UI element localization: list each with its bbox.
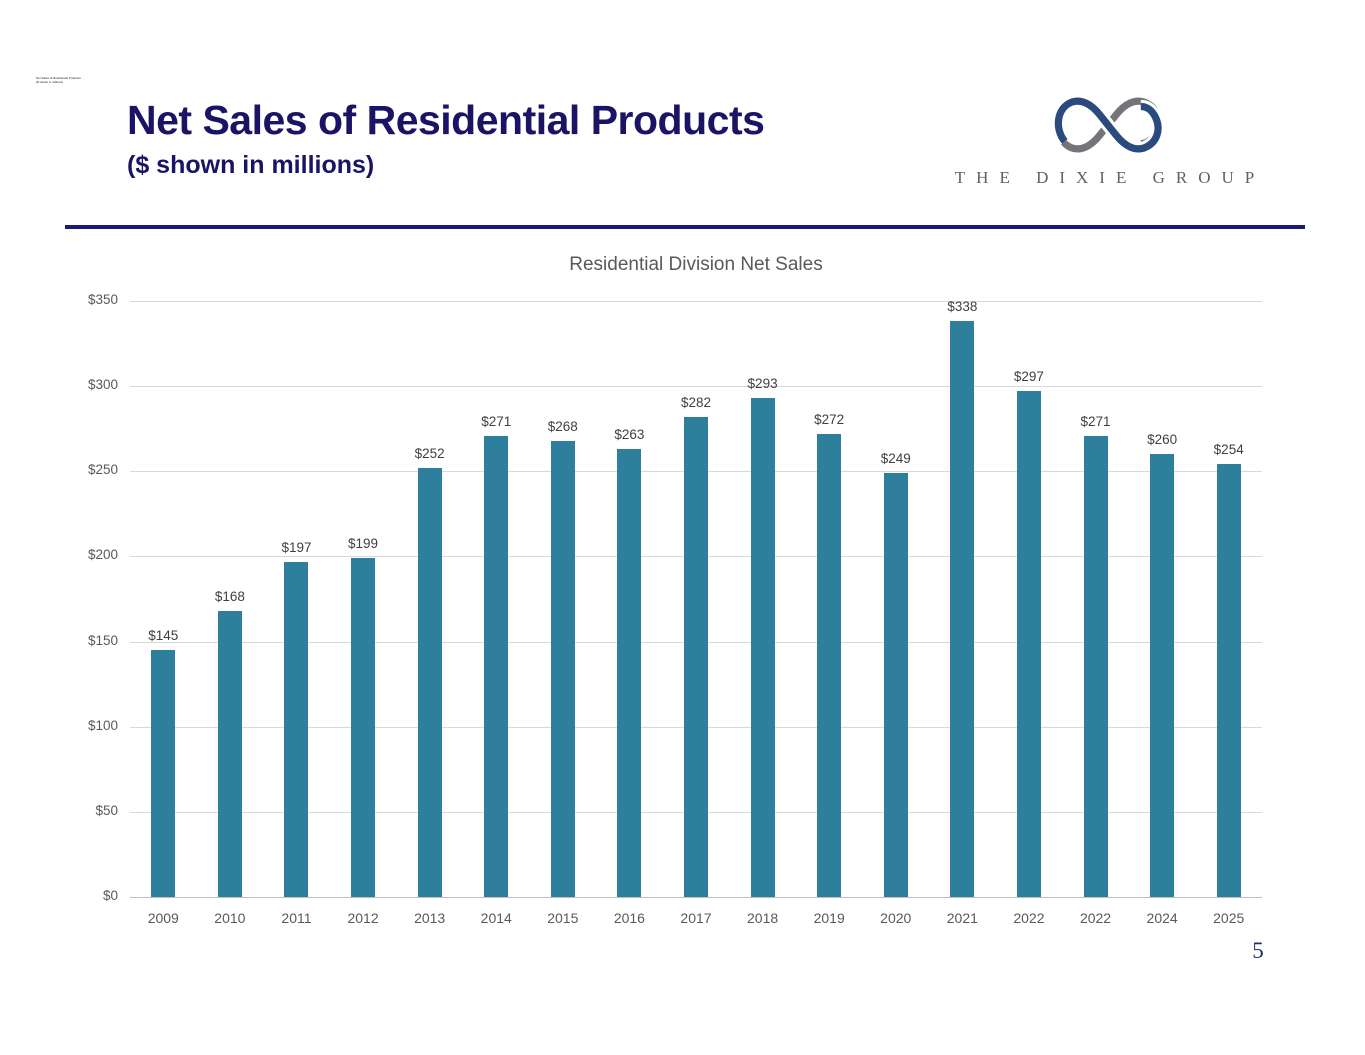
- bar-2025: [1216, 464, 1241, 897]
- x-axis-label: 2019: [813, 910, 845, 926]
- x-axis-label: 2021: [946, 910, 978, 926]
- x-axis-label: 2022: [1079, 910, 1112, 926]
- x-axis-label: 2016: [613, 910, 645, 926]
- corner-note: Net Sales of Residential Products ($ sho…: [36, 76, 81, 84]
- bar-2022: [1083, 435, 1108, 897]
- bar-chart-plot-area: $0 $50 $100 $150 $200 $250 $300 $350 $145 2009 $16…: [88, 292, 1262, 926]
- company-logo: THE DIXIE GROUP: [940, 88, 1280, 188]
- x-axis-label: 2022: [1013, 910, 1045, 926]
- x-axis-label: 2025: [1213, 910, 1245, 926]
- bar-2022: [1016, 391, 1041, 897]
- y-axis-tick-label: $300: [87, 377, 118, 393]
- bar-value-label: $271: [481, 413, 512, 429]
- y-axis-tick-label: $150: [87, 632, 118, 648]
- bar-2020: [883, 473, 908, 897]
- y-axis-tick-label: $250: [87, 462, 118, 478]
- x-axis-label: 2015: [547, 910, 579, 926]
- y-axis-tick-label: $350: [87, 292, 118, 307]
- bar-value-label: $272: [814, 411, 845, 427]
- dixie-group-infinity-icon: [1051, 94, 1165, 156]
- page-number: 5: [1252, 938, 1264, 963]
- chart-title: Residential Division Net Sales: [569, 254, 823, 275]
- logo-wordmark: THE DIXIE GROUP: [954, 168, 1266, 187]
- x-axis-label: 2024: [1146, 910, 1178, 926]
- x-axis-label: 2010: [214, 910, 246, 926]
- bar-2012: [351, 558, 376, 897]
- bar-value-label: $252: [414, 445, 445, 461]
- bar-2017: [684, 416, 708, 897]
- x-axis-label: 2014: [480, 910, 512, 926]
- bar-value-label: $197: [281, 539, 312, 555]
- bar-value-label: $282: [680, 394, 712, 410]
- x-axis-label: 2011: [281, 910, 312, 926]
- bar-value-label: $168: [214, 588, 245, 604]
- bar-2014: [484, 435, 509, 897]
- bar-2009: [151, 650, 176, 897]
- gridline: [130, 301, 1262, 302]
- bar-value-label: $199: [348, 536, 379, 552]
- bar-2010: [217, 610, 242, 897]
- title-divider-rule: [65, 225, 1305, 229]
- x-axis-label: 2018: [747, 910, 779, 926]
- bar-2013: [417, 467, 442, 897]
- y-axis-tick-label: $0: [102, 888, 118, 903]
- y-axis-tick-label: $100: [87, 717, 118, 733]
- bar-2016: [617, 449, 642, 897]
- gridline: [130, 386, 1262, 388]
- bar-2024: [1150, 454, 1175, 897]
- y-axis-tick-label: $50: [95, 802, 118, 818]
- corner-note-line2: ($ shown in millions): [36, 80, 64, 84]
- x-axis-label: 2013: [414, 910, 446, 926]
- page-subtitle: ($ shown in millions): [127, 151, 375, 180]
- bar-2019: [817, 433, 842, 897]
- x-axis-label: 2020: [880, 910, 912, 926]
- x-axis-label: 2009: [147, 910, 179, 926]
- bar-value-label: $254: [1213, 442, 1244, 458]
- bar-2021: [950, 321, 975, 897]
- x-axis-line: [130, 897, 1262, 898]
- bar-value-label: $268: [547, 418, 578, 434]
- x-axis-label: 2012: [347, 910, 379, 926]
- bar-value-label: $145: [148, 628, 179, 644]
- bar-value-label: $271: [1080, 413, 1111, 429]
- bar-2015: [550, 440, 575, 897]
- bar-value-label: $260: [1147, 432, 1178, 448]
- page-title: Net Sales of Residential Products: [127, 97, 765, 143]
- bar-value-label: $249: [880, 451, 911, 466]
- bar-2018: [750, 398, 775, 897]
- bar-2011: [284, 561, 309, 897]
- bar-value-label: $338: [947, 299, 978, 315]
- corner-note-line1: Net Sales of Residential Products: [36, 76, 81, 80]
- y-axis-tick-label: $200: [87, 547, 118, 563]
- bar-value-label: $293: [747, 376, 778, 392]
- bar-value-label: $297: [1013, 369, 1044, 385]
- x-axis-label: 2017: [680, 910, 712, 926]
- bar-value-label: $263: [614, 427, 645, 443]
- header: Net Sales of Residential Products ($ sho…: [127, 97, 765, 180]
